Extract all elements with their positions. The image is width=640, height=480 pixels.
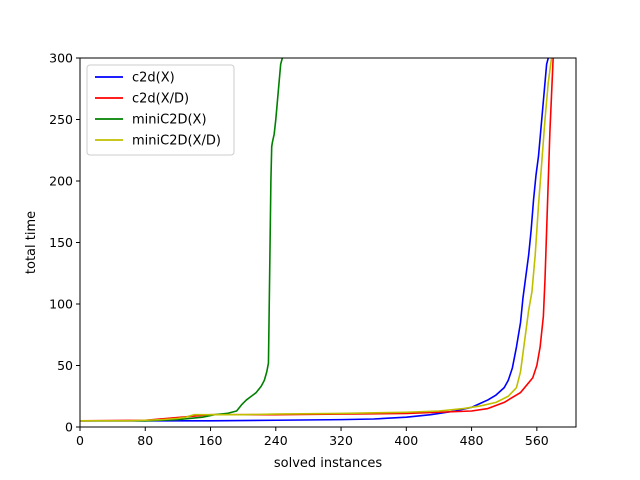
y-tick-label: 0 [65,420,73,435]
y-tick-label: 150 [49,235,73,250]
series-line-3 [80,58,553,422]
legend-entry-label: miniC2D(X) [132,113,207,128]
legend-entry-label: miniC2D(X/D) [132,134,221,149]
series-layer [80,58,554,422]
y-axis-label: total time [24,211,39,274]
x-tick-label: 80 [137,433,153,448]
legend-entry-label: c2d(X) [132,71,175,86]
y-tick-label: 300 [49,51,73,66]
x-tick-label: 480 [460,433,484,448]
legend-box [86,64,235,156]
x-tick-label: 0 [76,433,84,448]
x-tick-label: 240 [264,433,288,448]
x-axis-label: solved instances [274,456,382,471]
x-tick-label: 320 [329,433,353,448]
y-axis-ticks: 0 50 100 150 200 250 300 [49,51,80,435]
y-tick-label: 200 [49,174,73,189]
x-tick-label: 160 [199,433,223,448]
series-line-0 [80,58,550,422]
legend-entry-label: c2d(X/D) [132,92,189,107]
legend: c2d(X) c2d(X/D) miniC2D(X) miniC2D(X/D) [86,64,235,156]
y-tick-label: 50 [57,358,73,373]
x-tick-label: 560 [525,433,549,448]
y-tick-label: 100 [49,297,73,312]
x-tick-label: 400 [394,433,418,448]
y-tick-label: 250 [49,112,73,127]
x-axis-ticks: 0 80 160 240 320 400 480 560 [76,427,549,448]
